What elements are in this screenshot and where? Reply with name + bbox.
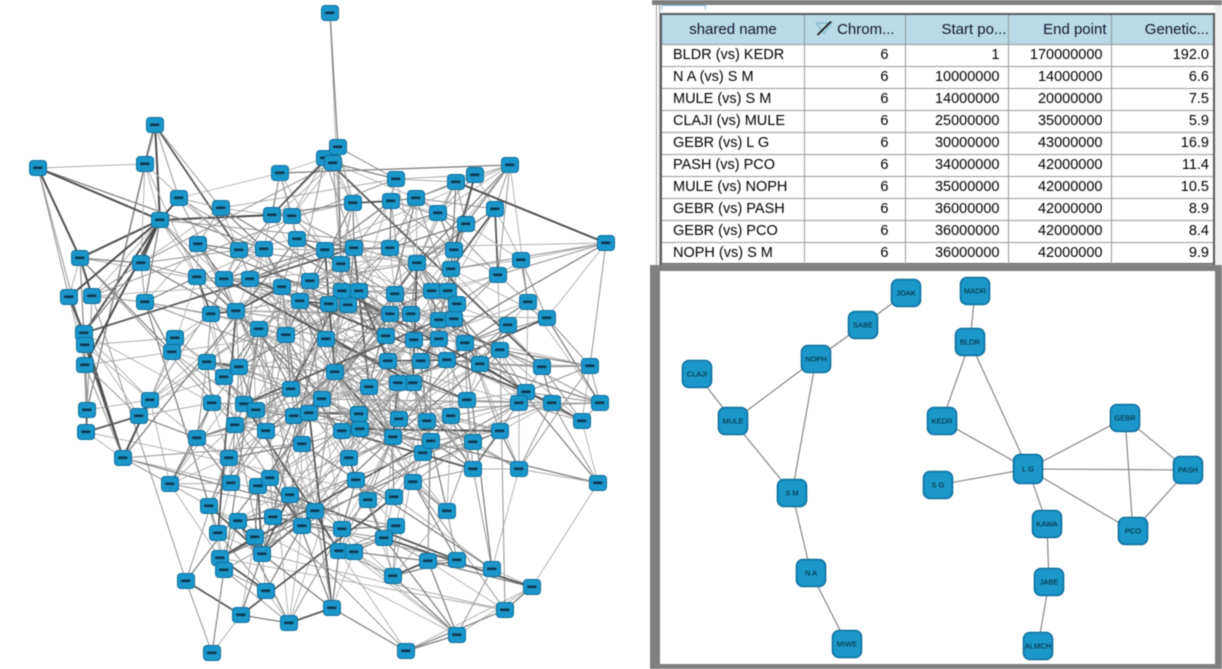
svg-text:MIWE: MIWE: [837, 640, 857, 649]
svg-text:KEDR: KEDR: [932, 417, 953, 426]
svg-text:MADR: MADR: [964, 287, 987, 296]
svg-text:S G: S G: [932, 481, 945, 490]
svg-text:JABE: JABE: [1040, 578, 1059, 587]
svg-text:GEBR: GEBR: [1114, 414, 1136, 423]
svg-text:NOPH: NOPH: [805, 355, 827, 364]
svg-text:CLAJI: CLAJI: [687, 370, 707, 379]
svg-text:BLDR: BLDR: [960, 338, 981, 347]
svg-text:PCO: PCO: [1125, 527, 1141, 536]
svg-text:JOAK: JOAK: [896, 289, 916, 298]
svg-text:KAWA: KAWA: [1036, 520, 1058, 529]
svg-text:MULE: MULE: [723, 417, 744, 426]
svg-text:S M: S M: [785, 489, 798, 498]
svg-text:ALMCH: ALMCH: [1025, 642, 1051, 651]
svg-text:N A: N A: [805, 569, 817, 578]
svg-text:SABE: SABE: [853, 321, 873, 330]
svg-text:L G: L G: [1022, 465, 1034, 474]
svg-text:PASH: PASH: [1178, 466, 1198, 475]
